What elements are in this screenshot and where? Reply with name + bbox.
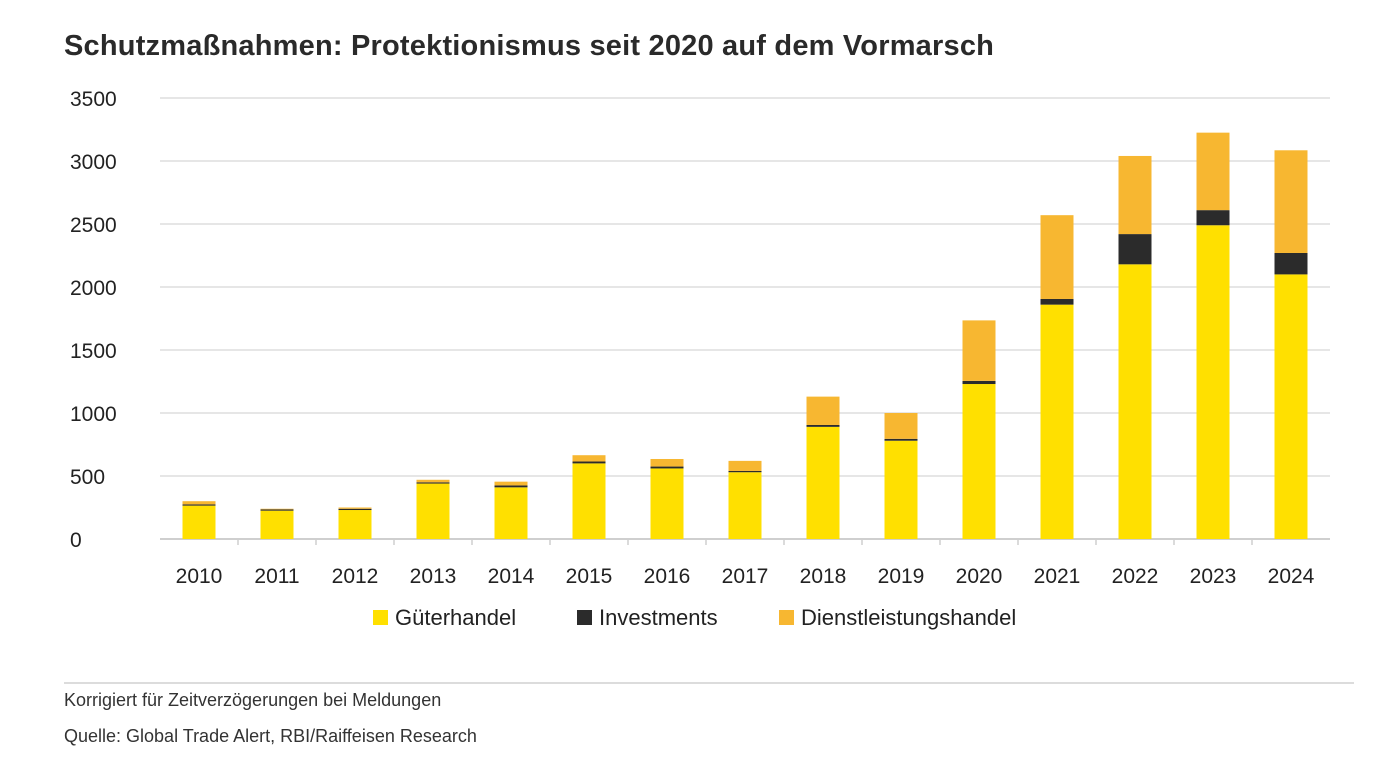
bar-2015-investments	[572, 461, 606, 464]
y-tick-label: 2500	[70, 214, 117, 237]
y-tick-label: 2000	[70, 277, 117, 300]
bar-2012-investments	[338, 508, 372, 511]
bar-2024-investments	[1274, 252, 1308, 275]
bar-2024-gueterhandel	[1274, 274, 1308, 539]
bars	[182, 132, 1308, 539]
x-tick-label: 2022	[1112, 565, 1159, 588]
bar-2019-dienstleistungshandel	[884, 413, 918, 439]
bar-2015-gueterhandel	[572, 463, 606, 539]
chart-title: Schutzmaßnahmen: Protektionismus seit 20…	[64, 30, 995, 62]
y-axis-ticks: 0 500 1000 1500 2000 2500 3000 3500	[70, 88, 117, 552]
bar-2024-dienstleistungshandel	[1274, 150, 1308, 253]
x-tick-label: 2023	[1190, 565, 1237, 588]
bar-2010-dienstleistungshandel	[182, 501, 216, 505]
x-tick-label: 2020	[956, 565, 1003, 588]
bar-2020-dienstleistungshandel	[962, 320, 996, 381]
y-tick-label: 0	[70, 529, 82, 552]
bar-2013-gueterhandel	[416, 483, 450, 539]
bar-2012-gueterhandel	[338, 510, 372, 539]
x-tick-label: 2014	[488, 565, 535, 588]
bar-2018-investments	[806, 424, 840, 427]
bar-2014-dienstleistungshandel	[494, 481, 528, 486]
bar-2017-investments	[728, 470, 762, 473]
bar-2014-investments	[494, 485, 528, 488]
legend-label: Güterhandel	[395, 605, 516, 630]
bar-2011-investments	[260, 509, 294, 511]
x-tick-label: 2018	[800, 565, 847, 588]
bar-2016-dienstleistungshandel	[650, 458, 684, 467]
y-tick-label: 1500	[70, 340, 117, 363]
bar-2020-gueterhandel	[962, 384, 996, 539]
bar-2012-dienstleistungshandel	[338, 507, 372, 509]
bar-2019-gueterhandel	[884, 440, 918, 539]
y-tick-label: 3500	[70, 88, 117, 111]
bar-2014-gueterhandel	[494, 487, 528, 539]
y-tick-label: 1000	[70, 403, 117, 426]
x-tick-label: 2011	[254, 565, 299, 588]
x-tick-label: 2016	[644, 565, 691, 588]
bar-2016-gueterhandel	[650, 468, 684, 539]
bar-2017-gueterhandel	[728, 472, 762, 539]
bar-2020-investments	[962, 380, 996, 385]
x-tick-label: 2021	[1034, 565, 1081, 588]
bar-2022-investments	[1118, 234, 1152, 265]
bar-2022-dienstleistungshandel	[1118, 155, 1152, 235]
bar-2017-dienstleistungshandel	[728, 460, 762, 471]
legend-swatch	[373, 610, 388, 625]
x-tick-label: 2019	[878, 565, 925, 588]
legend-label: Investments	[599, 605, 718, 630]
x-tick-label: 2012	[332, 565, 379, 588]
x-tick-label: 2010	[176, 565, 223, 588]
bar-2021-dienstleistungshandel	[1040, 215, 1074, 299]
x-tick-label: 2013	[410, 565, 457, 588]
y-tick-label: 3000	[70, 151, 117, 174]
x-tick-label: 2015	[566, 565, 613, 588]
bar-2023-gueterhandel	[1196, 225, 1230, 539]
footnote-source: Quelle: Global Trade Alert, RBI/Raiffeis…	[64, 726, 477, 746]
bar-2013-investments	[416, 482, 450, 484]
bar-2010-gueterhandel	[182, 505, 216, 539]
bar-2023-dienstleistungshandel	[1196, 132, 1230, 211]
y-tick-label: 500	[70, 466, 105, 489]
bar-2016-investments	[650, 466, 684, 469]
bar-2018-gueterhandel	[806, 426, 840, 539]
x-axis-ticks: 2010 2011 2012 2013 2014 2015 2016 2017 2018 2019…	[176, 539, 1315, 588]
x-tick-label: 2017	[722, 565, 769, 588]
legend-label: Dienstleistungshandel	[801, 605, 1016, 630]
bar-2011-dienstleistungshandel	[260, 508, 294, 510]
bar-2021-gueterhandel	[1040, 304, 1074, 539]
x-tick-label: 2024	[1268, 565, 1315, 588]
bar-2021-investments	[1040, 298, 1074, 305]
bar-2010-investments	[182, 504, 216, 506]
footnote-correction: Korrigiert für Zeitverzögerungen bei Mel…	[64, 690, 442, 710]
bar-2023-investments	[1196, 210, 1230, 226]
bar-2013-dienstleistungshandel	[416, 479, 450, 483]
footer-divider	[64, 682, 1354, 684]
legend-swatch	[779, 610, 794, 625]
bar-2015-dienstleistungshandel	[572, 455, 606, 462]
legend: Güterhandel Investments Dienstleistungshan…	[373, 605, 1016, 630]
bar-2018-dienstleistungshandel	[806, 396, 840, 425]
bar-2022-gueterhandel	[1118, 264, 1152, 539]
legend-swatch	[577, 610, 592, 625]
bar-2019-investments	[884, 438, 918, 441]
bar-2011-gueterhandel	[260, 510, 294, 539]
